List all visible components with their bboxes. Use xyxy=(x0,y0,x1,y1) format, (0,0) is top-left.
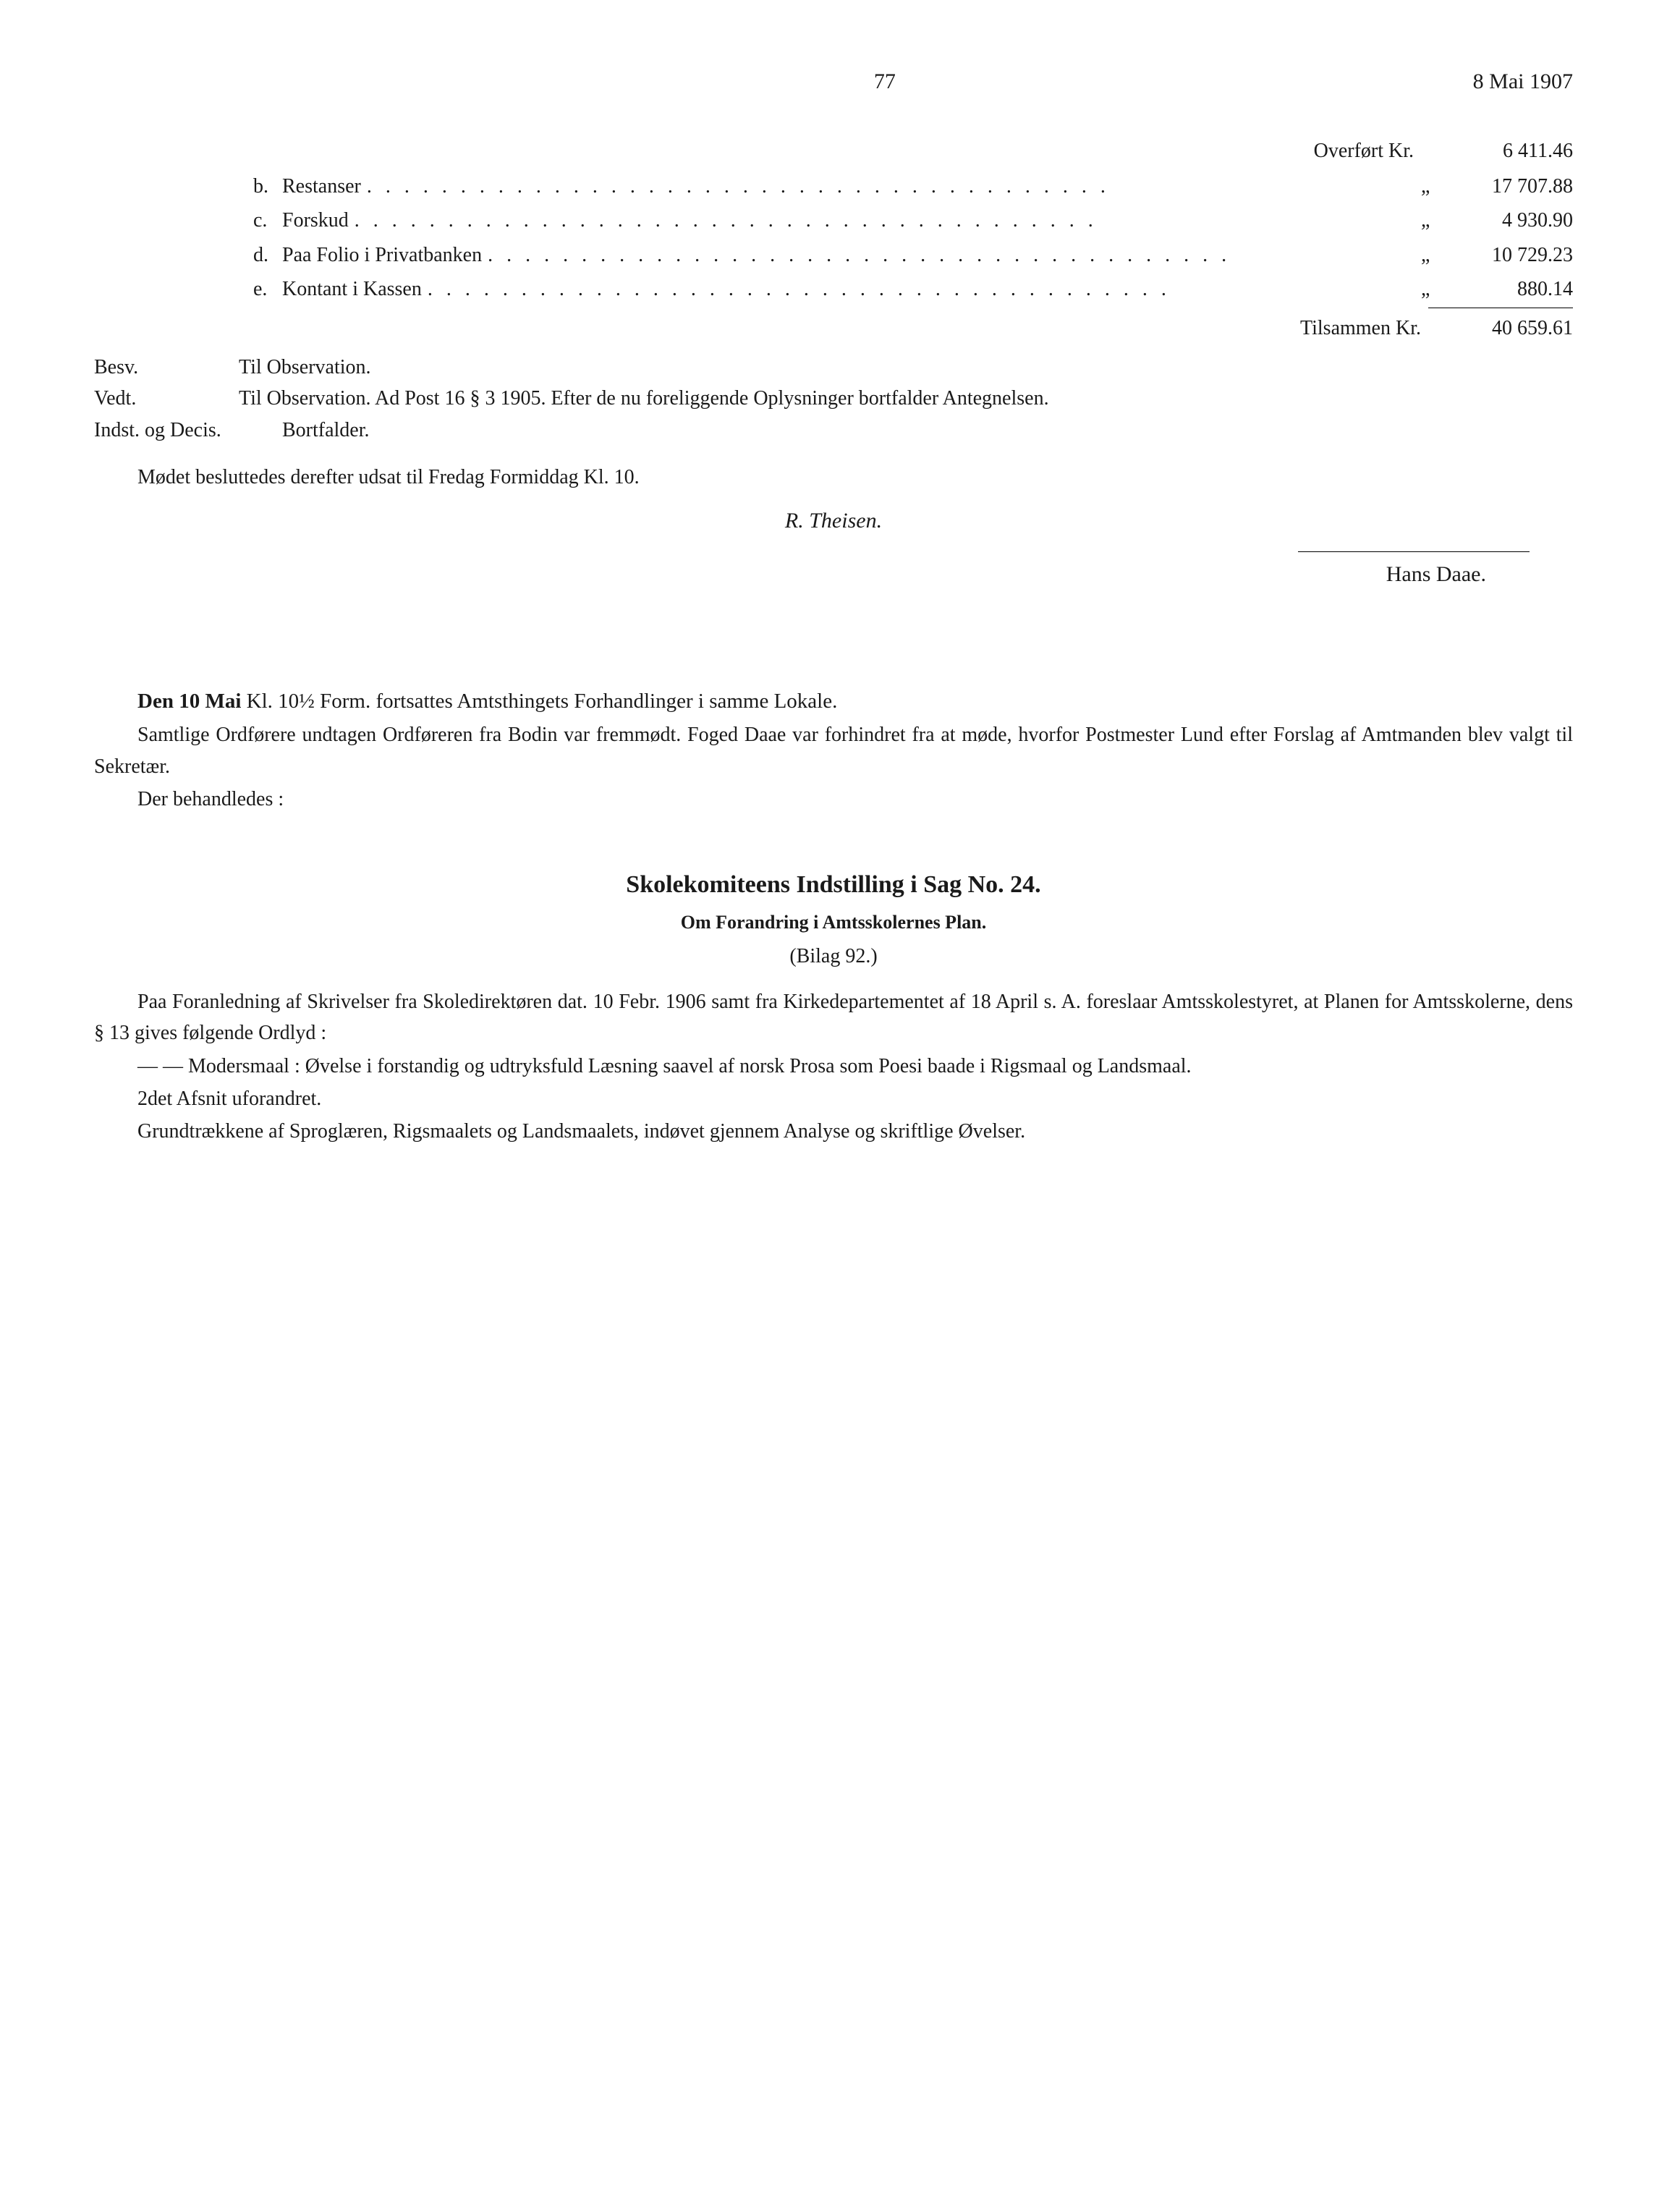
ditto-mark: „ xyxy=(1421,205,1443,236)
item-amount: 17 707.88 xyxy=(1443,171,1573,202)
definition-row: Vedt. Til Observation. Ad Post 16 § 3 19… xyxy=(94,383,1573,414)
signature-center: R. Theisen. xyxy=(94,504,1573,538)
session-p1: Samtlige Ordførere undtagen Ordføreren f… xyxy=(94,719,1573,782)
item-label: Forskud xyxy=(282,205,349,236)
item-amount: 880.14 xyxy=(1443,274,1573,305)
table-row: d. Paa Folio i Privatbanken „ 10 729.23 xyxy=(253,240,1573,271)
table-row: c. Forskud „ 4 930.90 xyxy=(253,205,1573,236)
page-number: 77 xyxy=(297,65,1473,99)
leader-dots xyxy=(349,205,1421,236)
item-label: Paa Folio i Privatbanken xyxy=(282,240,482,271)
leader-dots xyxy=(361,171,1421,202)
section-body-4: Grundtrækkene af Sproglæren, Rigsmaalets… xyxy=(94,1116,1573,1147)
section-bilag: (Bilag 92.) xyxy=(94,941,1573,972)
closing-line: Mødet besluttedes derefter udsat til Fre… xyxy=(137,462,1573,493)
section-title: Skolekomiteens Indstilling i Sag No. 24. xyxy=(94,866,1573,904)
item-label: Restanser xyxy=(282,171,361,202)
carry-forward-row: Overført Kr. 6 411.46 xyxy=(253,135,1573,166)
item-letter: d. xyxy=(253,240,282,271)
section-body-3: 2det Afsnit uforandret. xyxy=(94,1083,1573,1114)
item-letter: c. xyxy=(253,205,282,236)
item-letter: e. xyxy=(253,274,282,305)
def-body: Til Observation. xyxy=(239,352,1573,383)
session-date-bold: Den 10 Mai xyxy=(137,690,241,713)
total-label: Tilsammen Kr. xyxy=(1300,313,1421,344)
section-body-2: — — Modersmaal : Øvelse i forstandig og … xyxy=(94,1051,1573,1082)
page-header: 77 8 Mai 1907 xyxy=(94,65,1573,99)
definition-row: Indst. og Decis. Bortfalder. xyxy=(94,415,1573,446)
item-label: Kontant i Kassen xyxy=(282,274,422,305)
header-date: 8 Mai 1907 xyxy=(1473,65,1573,99)
carry-label: Overført Kr. xyxy=(1314,135,1414,166)
definition-row: Besv. Til Observation. xyxy=(94,352,1573,383)
item-letter: b. xyxy=(253,171,282,202)
session-p2: Der behandledes : xyxy=(94,784,1573,815)
total-row: Tilsammen Kr. 40 659.61 xyxy=(253,313,1573,344)
def-term: Vedt. xyxy=(94,383,239,414)
section-body-1: Paa Foranledning af Skrivelser fra Skole… xyxy=(94,986,1573,1049)
definition-block: Besv. Til Observation. Vedt. Til Observa… xyxy=(94,352,1573,446)
signature-rule xyxy=(1298,551,1530,552)
session-opening: Den 10 Mai Kl. 10½ Form. fortsattes Amts… xyxy=(94,685,1573,718)
table-row: e. Kontant i Kassen „ 880.14 xyxy=(253,274,1573,305)
def-term: Besv. xyxy=(94,352,239,383)
carry-amount: 6 411.46 xyxy=(1443,135,1573,166)
signature-right: Hans Daae. xyxy=(94,558,1486,592)
ditto-mark: „ xyxy=(1421,171,1443,202)
session-lead-rest: Kl. 10½ Form. fortsattes Amtsthingets Fo… xyxy=(241,690,837,713)
leader-dots xyxy=(422,274,1421,305)
def-body: Til Observation. Ad Post 16 § 3 1905. Ef… xyxy=(239,383,1573,414)
def-body: Bortfalder. xyxy=(282,415,1573,446)
financial-table: Overført Kr. 6 411.46 b. Restanser „ 17 … xyxy=(253,135,1573,344)
ditto-mark: „ xyxy=(1421,274,1443,305)
table-row: b. Restanser „ 17 707.88 xyxy=(253,171,1573,202)
ditto-mark: „ xyxy=(1421,240,1443,271)
item-amount: 4 930.90 xyxy=(1443,205,1573,236)
item-amount: 10 729.23 xyxy=(1443,240,1573,271)
spacer xyxy=(94,591,1573,685)
section-subtitle: Om Forandring i Amtsskolernes Plan. xyxy=(94,908,1573,937)
leader-dots xyxy=(482,240,1421,271)
total-amount: 40 659.61 xyxy=(1443,313,1573,344)
def-term: Indst. og Decis. xyxy=(94,415,282,446)
